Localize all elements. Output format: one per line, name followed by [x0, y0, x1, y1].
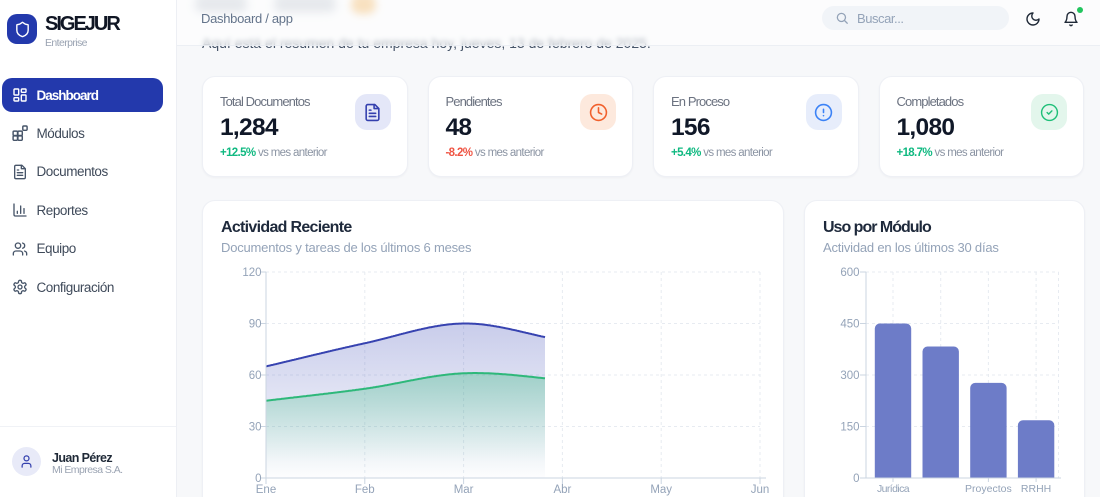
svg-text:90: 90 [249, 319, 262, 331]
svg-text:120: 120 [242, 267, 261, 279]
svg-text:60: 60 [249, 370, 262, 382]
svg-text:Mar: Mar [454, 484, 474, 496]
svg-text:RRHH: RRHH [1021, 483, 1051, 495]
svg-text:150: 150 [840, 422, 859, 434]
svg-text:450: 450 [840, 319, 859, 331]
svg-text:Feb: Feb [355, 484, 375, 496]
svg-text:Ene: Ene [256, 484, 276, 496]
svg-text:May: May [650, 484, 672, 496]
svg-text:30: 30 [249, 422, 262, 434]
svg-text:0: 0 [255, 473, 261, 485]
svg-text:0: 0 [853, 473, 859, 485]
svg-text:Abr: Abr [553, 484, 571, 496]
svg-text:300: 300 [840, 370, 859, 382]
svg-text:Jun: Jun [751, 484, 770, 496]
svg-text:Jurídica: Jurídica [877, 483, 910, 495]
svg-text:Proyectos: Proyectos [965, 483, 1012, 495]
svg-text:600: 600 [840, 267, 859, 279]
